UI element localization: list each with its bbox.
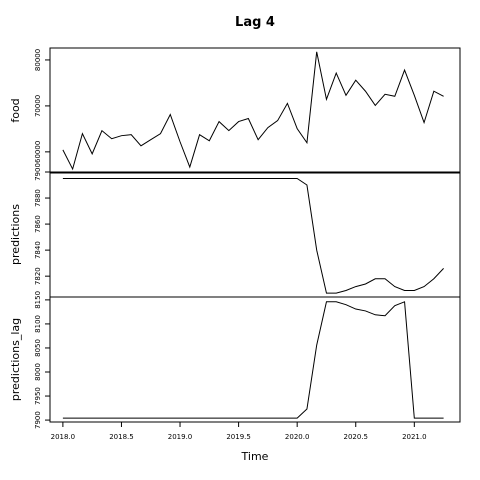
y-tick-label: 8000	[34, 363, 42, 381]
x-tick-label: 2019.5	[226, 433, 251, 441]
x-tick-label: 2018.5	[109, 433, 134, 441]
series-line	[62, 178, 444, 294]
x-tick-label: 2021.0	[402, 433, 427, 441]
y-tick-label: 70000	[34, 95, 42, 117]
panel-frame	[49, 296, 461, 423]
y-axis-label: food	[9, 98, 22, 122]
y-tick-label: 7860	[34, 215, 42, 233]
y-axis-label: predictions_lag	[9, 318, 22, 401]
x-tick-label: 2018.0	[51, 433, 76, 441]
series-line	[62, 51, 444, 171]
x-tick-label: 2019.0	[168, 433, 193, 441]
panel-frame	[49, 47, 461, 174]
y-tick-label: 8050	[34, 339, 42, 357]
y-axis-label: predictions	[9, 204, 22, 265]
x-tick-label: 2020.5	[343, 433, 368, 441]
series-line	[62, 301, 444, 419]
x-axis-label: Time	[241, 450, 269, 463]
chart-title: Lag 4	[235, 15, 275, 30]
x-tick-label: 2020.0	[285, 433, 310, 441]
y-tick-label: 80000	[34, 49, 42, 71]
panel-frame	[49, 171, 461, 298]
y-tick-label: 7880	[34, 189, 42, 207]
y-tick-label: 7900	[34, 411, 42, 429]
y-tick-label: 8150	[34, 291, 42, 309]
y-tick-label: 7950	[34, 387, 42, 405]
y-tick-label: 60000	[34, 141, 42, 163]
y-tick-label: 7820	[34, 267, 42, 285]
y-tick-label: 7840	[34, 241, 42, 259]
y-tick-label: 7900	[34, 163, 42, 181]
y-tick-label: 8100	[34, 315, 42, 333]
